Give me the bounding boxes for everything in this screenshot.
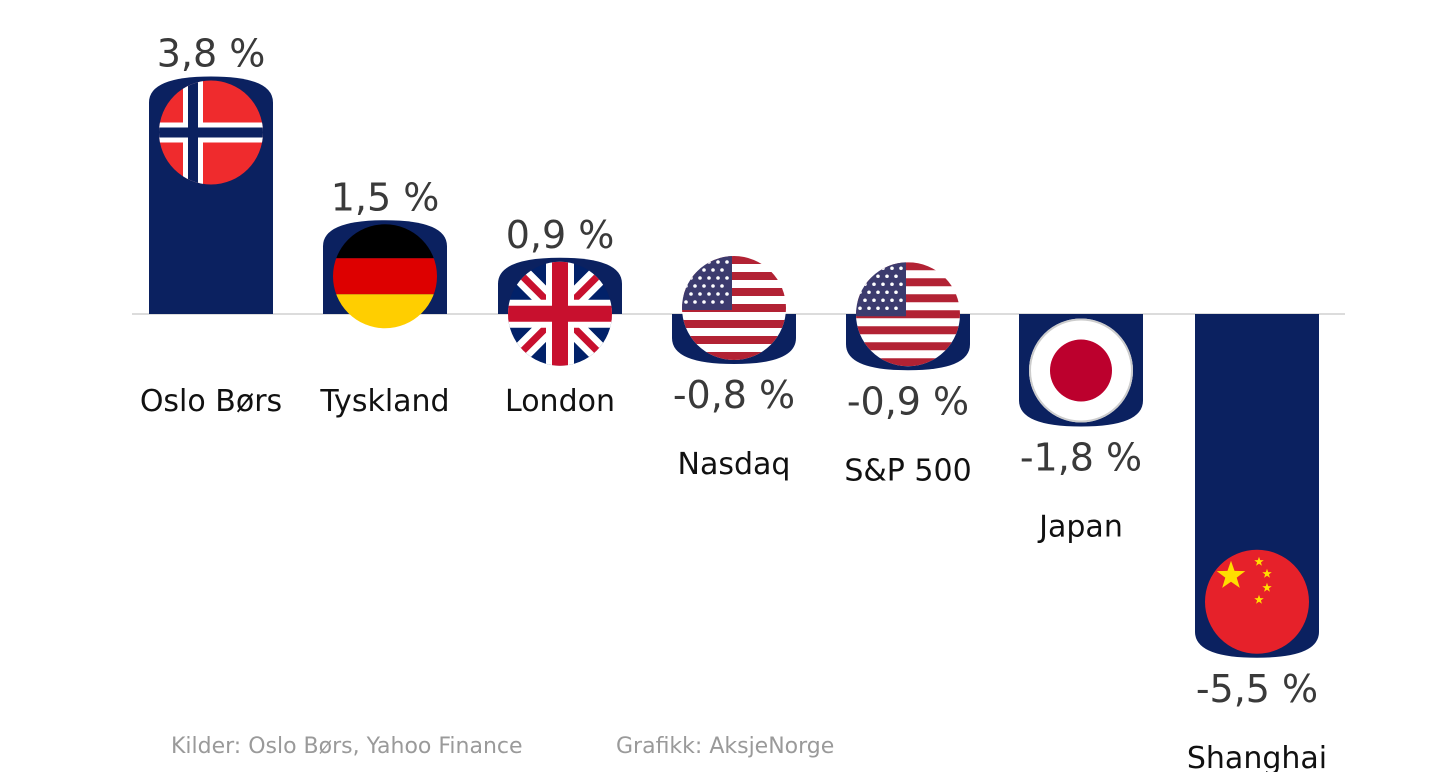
value-label-1: 1,5 %	[331, 175, 440, 219]
usa-flag-icon	[682, 256, 786, 360]
category-label-2: London	[505, 384, 615, 419]
china-flag-icon	[1205, 549, 1309, 654]
norway-flag-icon	[159, 80, 263, 185]
usa-flag-icon	[856, 262, 960, 367]
sources-note: Kilder: Oslo Børs, Yahoo Finance	[171, 734, 523, 759]
japan-flag-icon	[1029, 318, 1133, 423]
category-label-4: S&P 500	[844, 453, 971, 488]
value-label-6: -5,5 %	[1196, 667, 1318, 711]
category-label-3: Nasdaq	[678, 447, 791, 482]
category-label-6: Shanghai	[1187, 741, 1327, 772]
value-label-4: -0,9 %	[847, 379, 969, 423]
category-label-5: Japan	[1037, 510, 1123, 545]
category-label-0: Oslo Børs	[140, 384, 282, 419]
value-label-2: 0,9 %	[506, 213, 615, 257]
category-label-1: Tyskland	[319, 384, 449, 419]
credit-note: Grafikk: AksjeNorge	[616, 734, 835, 759]
value-label-5: -1,8 %	[1020, 436, 1142, 480]
value-label-0: 3,8 %	[157, 32, 266, 76]
value-label-3: -0,8 %	[673, 373, 795, 417]
